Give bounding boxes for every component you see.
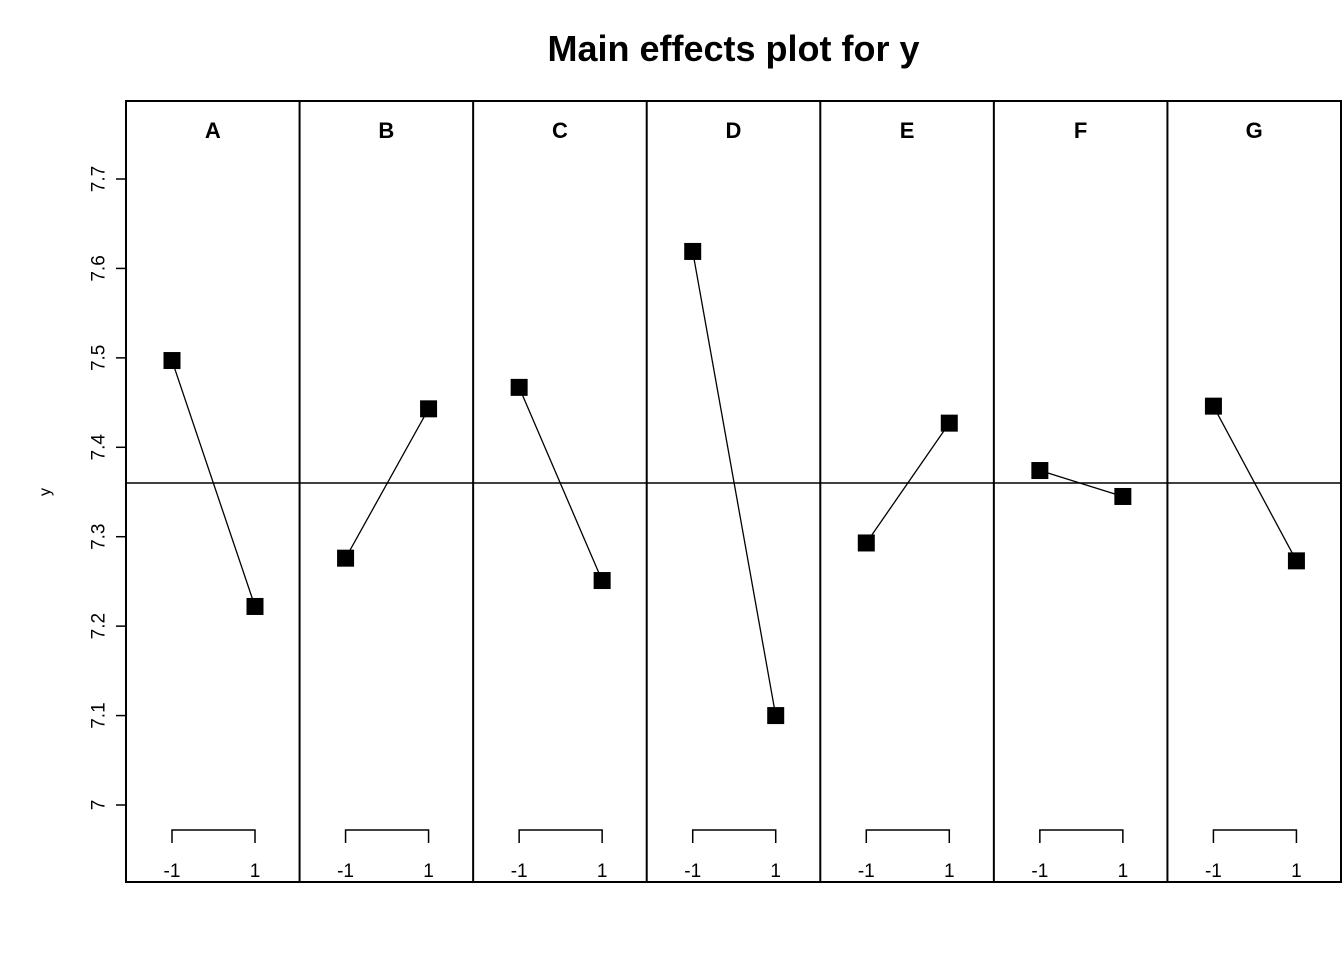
point-f-high: [1114, 487, 1132, 505]
point-e-low: [857, 534, 875, 552]
point-c-high: [593, 572, 611, 590]
panel-label-b: B: [378, 118, 394, 143]
level-axis: [1212, 829, 1298, 843]
panel-label-g: G: [1246, 118, 1263, 143]
level-tick-label: 1: [1291, 861, 1302, 882]
y-tick-label: 7.6: [89, 255, 110, 281]
y-axis-label: y: [37, 488, 54, 496]
point-d-low: [684, 242, 702, 260]
panel-label-d: D: [726, 118, 742, 143]
level-tick-label: 1: [423, 861, 434, 882]
point-b-high: [420, 400, 438, 418]
panel-label-c: C: [552, 118, 568, 143]
level-tick-label: -1: [1031, 861, 1048, 882]
level-tick-label: -1: [1205, 861, 1222, 882]
y-tick-label: 7.2: [89, 613, 110, 639]
level-tick-label: -1: [858, 861, 875, 882]
level-tick-label: -1: [337, 861, 354, 882]
panel-b: B -1 1: [298, 101, 438, 882]
panel-a: A -1 1: [163, 118, 264, 882]
panel-e: E -1 1: [819, 101, 958, 882]
panel-label-e: E: [900, 118, 915, 143]
point-c-low: [510, 378, 528, 396]
point-f-low: [1031, 462, 1049, 480]
y-tick-label: 7: [89, 800, 110, 811]
level-axis: [691, 829, 777, 843]
level-tick-label: 1: [944, 861, 955, 882]
factor-panels: A -1 1 B -1 1 C -1 1 D -1 1 E -1 1 F -1 1 G -1 1: [163, 101, 1305, 882]
level-tick-label: -1: [164, 861, 181, 882]
panel-label-f: F: [1074, 118, 1087, 143]
panel-c: C -1 1: [472, 101, 611, 882]
level-axis: [344, 829, 430, 843]
level-tick-label: 1: [250, 861, 261, 882]
point-g-high: [1287, 552, 1305, 570]
panel-f: F -1 1: [992, 101, 1132, 882]
y-tick-label: 7.7: [89, 166, 110, 192]
point-g-low: [1204, 397, 1222, 415]
level-axis: [171, 829, 256, 843]
point-a-high: [246, 597, 264, 615]
level-axis: [518, 829, 603, 843]
y-tick-label: 7.1: [89, 702, 110, 728]
point-d-high: [767, 707, 785, 725]
plot-frame: [125, 100, 1342, 883]
level-axis: [1039, 829, 1124, 843]
point-b-low: [337, 549, 355, 567]
level-tick-label: 1: [1118, 861, 1129, 882]
effect-line-c: [518, 387, 603, 581]
point-e-high: [940, 414, 958, 432]
y-tick-label: 7.4: [89, 434, 110, 461]
y-tick-label: 7.5: [89, 345, 110, 371]
point-a-low: [163, 352, 181, 370]
level-tick-label: -1: [511, 861, 528, 882]
panel-label-a: A: [205, 118, 221, 143]
y-tick-label: 7.3: [89, 524, 110, 550]
chart-title: Main effects plot for y: [547, 28, 920, 69]
level-tick-label: 1: [770, 861, 781, 882]
y-axis: 7 7.1 7.2 7.3 7.4 7.5 7.6 7.7: [89, 166, 126, 811]
panel-g: G -1 1: [1166, 101, 1305, 882]
level-axis: [865, 829, 951, 843]
level-tick-label: -1: [684, 861, 701, 882]
level-tick-label: 1: [597, 861, 608, 882]
panel-d: D -1 1: [645, 101, 785, 882]
